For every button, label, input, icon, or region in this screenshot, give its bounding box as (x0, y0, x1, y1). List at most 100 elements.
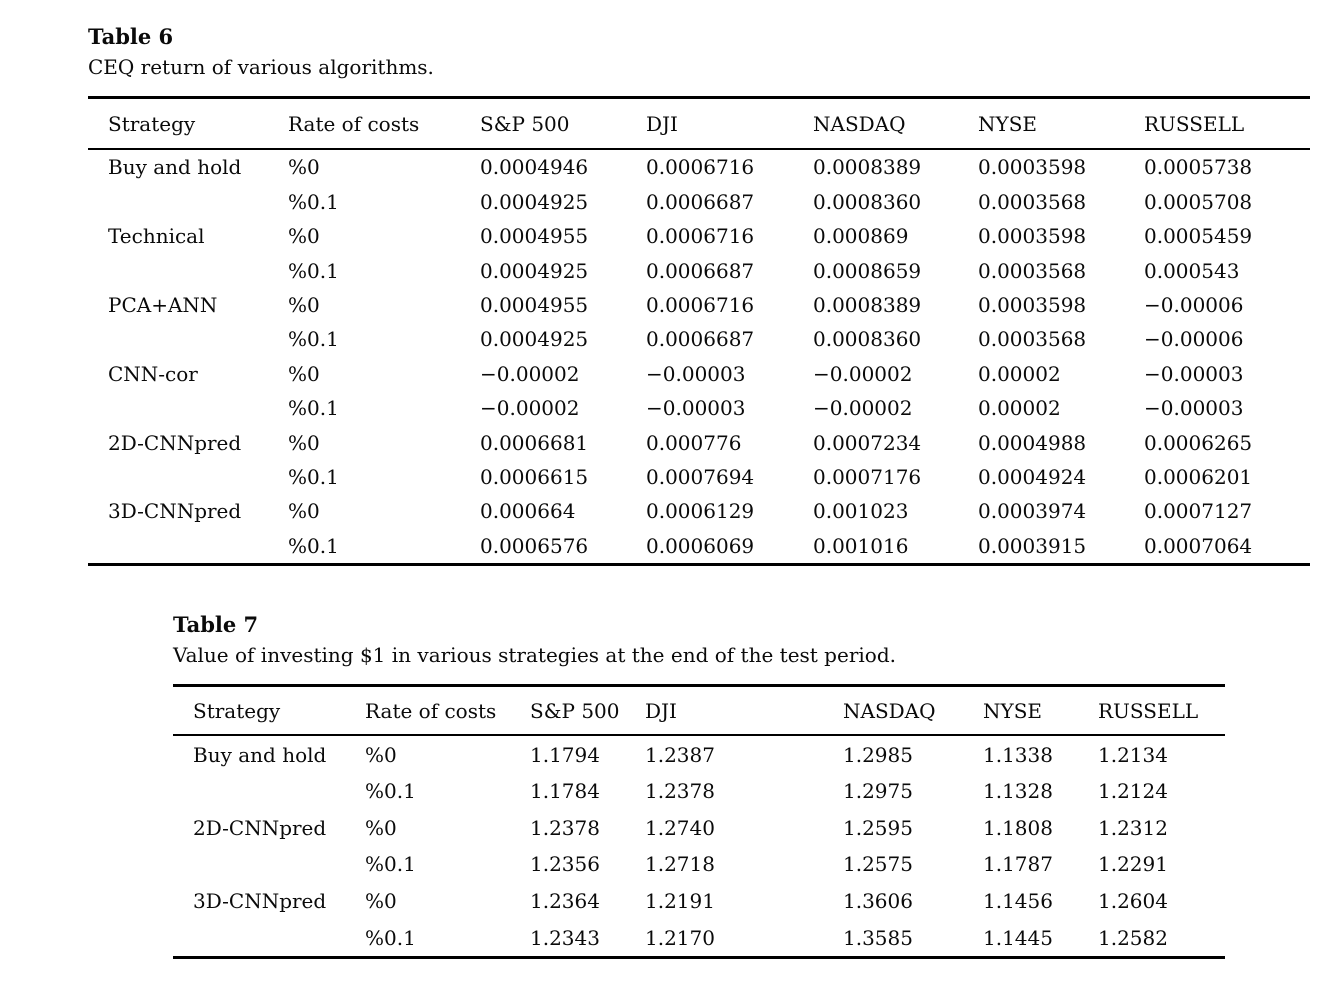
table7: Strategy Rate of costs S&P 500 DJI NASDAQ NYS… (173, 684, 1225, 959)
value-cell: 1.2291 (1098, 852, 1168, 877)
table-row: CNN-cor %0 −0.00002 −0.00003 −0.00002 0.00002… (88, 357, 1310, 391)
rate-of-costs-cell: %0.1 (288, 464, 339, 489)
column-header: Rate of costs (365, 685, 530, 737)
value-cell: 1.2387 (645, 742, 715, 767)
value-cell: 0.0003568 (978, 258, 1087, 283)
strategy-cell (88, 529, 288, 565)
value-cell: 0.0006687 (646, 327, 755, 352)
table-row: %0.1 1.2356 1.2718 1.2575 1.1787 1.2291 (173, 846, 1225, 883)
value-cell: 1.2575 (843, 852, 913, 877)
column-header: S&P 500 (530, 685, 645, 737)
table-row: %0.1 0.0004925 0.0006687 0.0008360 0.0003568… (88, 185, 1310, 219)
value-cell: 1.1784 (530, 779, 600, 804)
rate-of-costs-cell: %0.1 (365, 779, 416, 804)
value-cell: 1.2170 (645, 925, 715, 950)
strategy-cell (88, 391, 288, 425)
column-header: Strategy (88, 97, 288, 151)
value-cell: 0.0008389 (813, 293, 922, 317)
value-cell: 1.2985 (843, 742, 913, 767)
value-cell: −0.00003 (646, 396, 746, 421)
rate-of-costs-cell: %0 (365, 888, 397, 913)
rate-of-costs-cell: %0.1 (288, 189, 339, 214)
value-cell: 1.2134 (1098, 742, 1168, 767)
strategy-cell: Buy and hold (193, 742, 327, 767)
value-cell: 1.1445 (983, 925, 1053, 950)
rate-of-costs-cell: %0 (288, 224, 320, 249)
strategy-cell (173, 773, 365, 810)
value-cell: 1.1338 (983, 742, 1053, 767)
value-cell: 1.2343 (530, 925, 600, 950)
strategy-cell: CNN-cor (108, 361, 198, 386)
strategy-cell: 3D-CNNpred (193, 888, 327, 913)
rate-of-costs-cell: %0.1 (365, 925, 416, 950)
strategy-cell: 3D-CNNpred (108, 499, 242, 524)
value-cell: 0.0006576 (480, 533, 589, 558)
strategy-cell (88, 253, 288, 287)
value-cell: 0.0004925 (480, 189, 589, 214)
column-header: DJI (646, 97, 813, 151)
table-row: Buy and hold %0 1.1794 1.2387 1.2985 1.1338 1.… (173, 735, 1225, 773)
rate-of-costs-cell: %0 (288, 430, 320, 455)
value-cell: 0.0007694 (646, 464, 755, 489)
value-cell: 0.0006201 (1144, 464, 1253, 489)
value-cell: 0.000776 (646, 430, 742, 455)
value-cell: 0.0006687 (646, 189, 755, 214)
value-cell: 0.0006265 (1144, 430, 1253, 455)
value-cell: 0.0003568 (978, 327, 1087, 352)
table7-title: Table 7 (173, 612, 259, 637)
strategy-cell: Buy and hold (108, 155, 242, 180)
table-row: %0.1 1.2343 1.2170 1.3585 1.1445 1.2582 (173, 919, 1225, 957)
table-row: Buy and hold %0 0.0004946 0.0006716 0.000838… (88, 149, 1310, 184)
table-row: 3D-CNNpred %0 0.000664 0.0006129 0.001023 0.0… (88, 494, 1310, 528)
rate-of-costs-cell: %0.1 (288, 258, 339, 283)
value-cell: −0.00006 (1144, 327, 1244, 352)
table6-caption: CEQ return of various algorithms. (88, 55, 434, 80)
value-cell: 0.0004955 (480, 293, 589, 317)
value-cell: −0.00006 (1144, 293, 1244, 317)
value-cell: 0.000543 (1144, 258, 1240, 283)
rate-of-costs-cell: %0.1 (288, 533, 339, 558)
value-cell: 0.0003598 (978, 224, 1087, 249)
value-cell: 0.001023 (813, 499, 909, 524)
table-row: 2D-CNNpred %0 1.2378 1.2740 1.2595 1.1808 1.23… (173, 809, 1225, 846)
strategy-cell (88, 460, 288, 494)
value-cell: 0.0003915 (978, 533, 1087, 558)
strategy-cell (173, 846, 365, 883)
table6-section: Table 6 CEQ return of various algorithms… (88, 24, 1310, 566)
value-cell: 0.00002 (978, 396, 1061, 421)
value-cell: 1.3585 (843, 925, 913, 950)
value-cell: 1.2604 (1098, 888, 1168, 913)
value-cell: 1.2582 (1098, 925, 1168, 950)
value-cell: 0.0005738 (1144, 155, 1253, 180)
value-cell: 0.0003598 (978, 293, 1087, 317)
value-cell: 1.2191 (645, 888, 715, 913)
value-cell: 0.0004925 (480, 258, 589, 283)
value-cell: −0.00003 (1144, 396, 1244, 421)
value-cell: 0.0006716 (646, 293, 755, 317)
value-cell: 1.1328 (983, 779, 1053, 804)
column-header: Rate of costs (288, 97, 480, 151)
value-cell: 0.0008659 (813, 258, 922, 283)
value-cell: 0.0003568 (978, 189, 1087, 214)
value-cell: 0.0004988 (978, 430, 1087, 455)
value-cell: 0.0007176 (813, 464, 922, 489)
rate-of-costs-cell: %0 (365, 815, 397, 840)
rate-of-costs-cell: %0 (288, 155, 320, 180)
table7-caption: Value of investing $1 in various strateg… (173, 643, 896, 668)
value-cell: 1.2975 (843, 779, 913, 804)
column-header: DJI (645, 685, 843, 737)
value-cell: 0.0007127 (1144, 499, 1253, 524)
value-cell: 0.001016 (813, 533, 909, 558)
value-cell: 0.0004924 (978, 464, 1087, 489)
column-header: S&P 500 (480, 97, 646, 151)
value-cell: 1.1794 (530, 742, 600, 767)
value-cell: −0.00002 (480, 396, 580, 421)
column-header: NYSE (978, 97, 1144, 151)
value-cell: 1.2378 (530, 815, 600, 840)
value-cell: 0.0006615 (480, 464, 589, 489)
value-cell: −0.00003 (1144, 361, 1244, 386)
table-row: Technical %0 0.0004955 0.0006716 0.000869 0.0… (88, 219, 1310, 253)
table6-title: Table 6 (88, 24, 174, 49)
table-row: %0.1 −0.00002 −0.00003 −0.00002 0.00002 −0.00… (88, 391, 1310, 425)
